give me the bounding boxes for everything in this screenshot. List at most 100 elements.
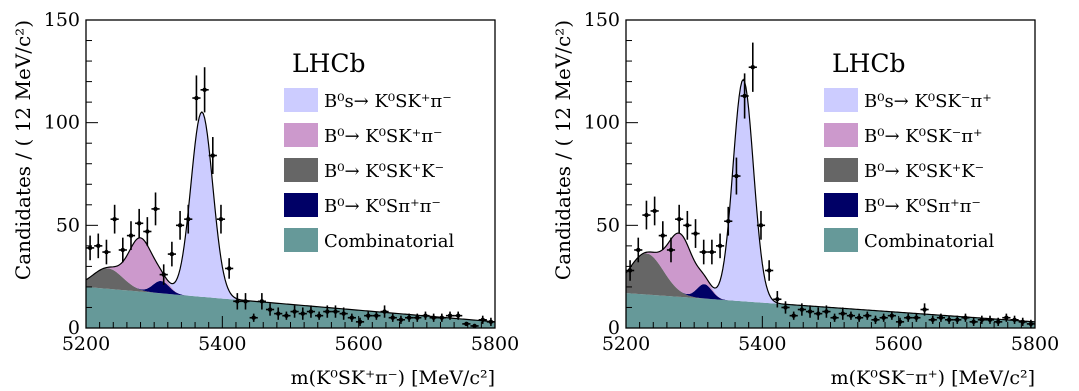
data-point-marker [480,317,485,322]
bs-kskpi-area [86,112,495,322]
data-point-marker [881,315,886,320]
legend-swatch [824,158,858,182]
data-point-marker [276,311,281,316]
legend-label: B⁰→ K⁰SK⁻π⁺ [864,126,983,147]
experiment-label: LHCb [832,49,906,78]
data-point [683,210,692,240]
data-point [756,210,766,240]
data-point [724,206,733,236]
y-tick-label: 100 [44,112,80,134]
data-point-marker [87,245,93,251]
data-point [175,210,185,240]
y-axis-label: Candidates / ( 12 MeV/c²) [11,20,35,280]
data-point-marker [971,319,976,325]
data-point-marker [226,266,232,271]
data-point-marker [807,309,813,314]
data-point-marker [374,313,379,318]
data-point-marker [717,243,723,249]
legend-swatch [824,228,858,252]
data-point [192,75,201,121]
data-point [953,315,962,324]
data-point [126,221,136,250]
data-point-marker [382,309,387,314]
x-tick-label: 5800 [471,333,519,355]
data-point [904,313,913,322]
legend-entry: B⁰→ K⁰SK⁻π⁺ [824,123,983,147]
data-point [675,204,684,234]
data-point [429,313,438,322]
x-tick-label: 5600 [874,333,922,355]
data-point-marker [832,315,837,320]
data-point [928,315,937,324]
data-point-marker [415,315,420,320]
data-point [290,305,299,318]
data-point-marker [766,268,772,273]
legend-swatch [284,123,318,147]
data-point [315,311,324,320]
data-point-marker [177,223,183,228]
data-point-marker [914,315,919,320]
data-point-marker [824,309,829,314]
legend-entry: B⁰→ K⁰Sπ⁺π⁻ [824,193,981,217]
x-axis-label: m(K⁰SK⁺π⁻) [MeV/c²] [291,367,495,387]
data-point [699,239,708,265]
legend-swatch [284,88,318,112]
data-point [118,237,127,263]
data-point-marker [120,247,126,253]
legend-swatch [284,158,318,182]
data-point-marker [153,206,158,212]
panel-left: 5200 5400 5600 5800 0 50 100 150 m(K⁰SK⁺π⁻) [MeV… [0,0,540,389]
data-point-marker [627,268,633,273]
data-point-marker [202,87,207,93]
data-point [339,307,348,320]
data-point-marker [267,307,273,312]
data-point [642,200,651,230]
legend-swatch [824,193,858,217]
chart-left: 5200 5400 5600 5800 0 50 100 150 m(K⁰SK⁺π⁻) [MeV… [11,9,519,389]
data-point [380,305,389,318]
data-point-marker [439,315,445,320]
data-point [969,317,978,326]
data-point [797,303,806,316]
data-point-marker [136,221,142,226]
data-point-marker [194,95,199,101]
data-point-marker [873,317,878,322]
data-point [879,313,888,322]
data-point [225,258,234,279]
data-point-marker [300,311,305,316]
data-point-marker [693,231,698,236]
data-point [257,293,266,310]
panel-right: 5200 5400 5600 5800 0 50 100 150 m(K⁰SK⁻π⁺) [MeV… [540,0,1079,389]
data-point-marker [423,313,428,318]
data-point [151,192,160,226]
data-point [413,313,422,322]
data-point [961,313,970,322]
data-point [830,313,839,322]
data-point [1010,315,1019,324]
data-point [110,204,119,234]
data-point-marker [799,307,805,312]
data-point [740,73,749,119]
data-point [445,311,455,320]
data-point [478,315,487,324]
data-point [454,311,463,320]
data-point [372,311,381,320]
legend-entry: B⁰→ K⁰SK⁺K⁻ [824,158,984,182]
data-point [732,157,741,195]
y-tick-label: 100 [584,112,620,134]
data-point [306,305,316,318]
data-point [822,305,831,318]
data-point-marker [128,233,134,238]
data-point [626,260,635,281]
legend-label: B⁰s→ K⁰SK⁺π⁻ [324,91,452,112]
data-point-marker [161,272,166,277]
data-point-marker [995,319,1001,325]
data-point [920,303,929,316]
data-point-marker [848,313,854,318]
data-point-marker [243,299,248,304]
data-point [364,311,373,320]
data-point-marker [333,309,338,314]
data-point [691,219,700,248]
legend-entry: B⁰→ K⁰Sπ⁺π⁻ [284,193,441,217]
data-point [985,315,995,324]
